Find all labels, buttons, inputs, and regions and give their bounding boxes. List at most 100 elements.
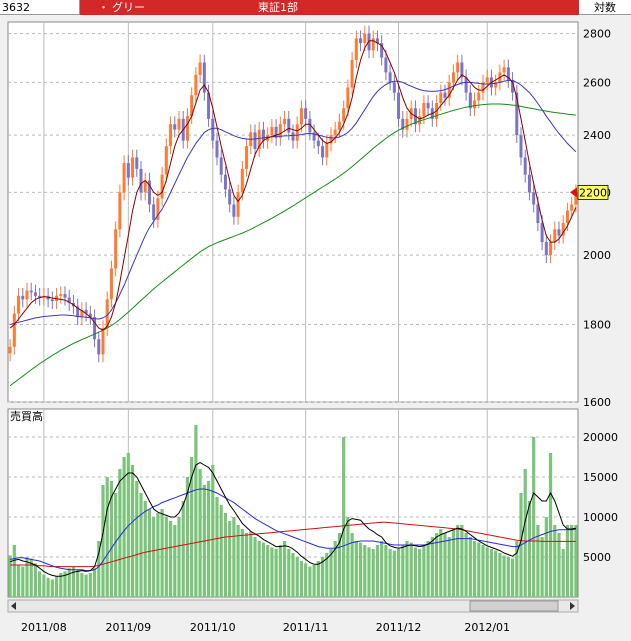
candle-body <box>515 92 519 136</box>
candle-body <box>21 295 25 300</box>
volume-bar <box>71 566 76 597</box>
current-price-arrow <box>570 187 577 198</box>
candle-body <box>97 339 101 355</box>
volume-bar <box>430 537 434 597</box>
candle-body <box>312 132 316 141</box>
volume-bar <box>130 465 135 597</box>
volume-bar <box>54 576 59 597</box>
candle-body <box>443 92 447 98</box>
log-scale-toggle[interactable]: 対数 <box>579 0 631 15</box>
volume-bar <box>190 457 194 597</box>
volume-bar <box>156 513 160 597</box>
candle-body <box>63 294 67 298</box>
volume-bar <box>358 542 363 597</box>
candles <box>8 25 578 363</box>
volume-bar <box>451 529 456 597</box>
candle-body <box>397 92 401 119</box>
candle-body <box>477 92 481 101</box>
volume-bar <box>329 549 333 597</box>
candle-body <box>422 103 426 117</box>
volume-bar <box>266 545 270 597</box>
scroll-right-arrow-icon[interactable] <box>570 602 575 610</box>
volume-bar <box>464 533 468 597</box>
candle-body <box>194 74 198 96</box>
candle-body <box>93 317 97 340</box>
candle-body <box>511 79 515 93</box>
candle-body <box>257 129 261 149</box>
top-bar: 3632 ・ グリー 東証1部 対数 <box>0 0 631 16</box>
candle-body <box>8 346 12 354</box>
candle-body <box>177 118 181 130</box>
volume-bar <box>122 457 126 597</box>
candle-body <box>549 242 553 256</box>
volume-bar <box>143 501 147 597</box>
candle-body <box>384 57 388 73</box>
candle-body <box>215 140 219 158</box>
volume-bar <box>198 469 202 597</box>
volume-bar <box>160 509 164 597</box>
candle-body <box>367 33 371 51</box>
candle-body <box>278 124 282 138</box>
candle-body <box>333 129 337 136</box>
candle-body <box>29 290 33 293</box>
candle-body <box>105 299 109 329</box>
company-name: グリー <box>112 1 145 14</box>
scroll-left-arrow-icon[interactable] <box>11 602 16 610</box>
candle-body <box>325 143 329 158</box>
candle-body <box>565 210 569 224</box>
candle-body <box>198 62 202 75</box>
volume-bar <box>164 517 168 597</box>
volume-bar <box>565 525 570 597</box>
volume-bar <box>46 577 50 597</box>
volume-bar <box>50 579 54 597</box>
volume-bar <box>278 545 282 597</box>
volume-bar <box>553 525 557 597</box>
volume-bar <box>291 553 295 597</box>
volume-bar <box>295 557 299 597</box>
candle-body <box>25 290 29 300</box>
candle-body <box>291 132 295 141</box>
candle-body <box>283 118 287 125</box>
candle-body <box>464 77 468 93</box>
volume-ma-short-line <box>9 462 576 577</box>
candle-body <box>287 118 291 133</box>
volume-bar <box>29 558 33 597</box>
candle-body <box>164 146 168 175</box>
scrollbar-track[interactable] <box>7 599 579 613</box>
volume-bar <box>88 573 92 597</box>
volume-bar <box>211 465 215 597</box>
candle-body <box>135 157 139 169</box>
candle-body <box>375 38 379 44</box>
candle-body <box>156 198 160 220</box>
volume-bar <box>460 525 464 597</box>
volume-bar <box>316 561 320 597</box>
price-y-tick-label: 1800 <box>583 318 611 331</box>
candle-body <box>38 295 42 298</box>
candle-body <box>557 229 561 236</box>
candle-body <box>84 310 88 314</box>
volume-bar <box>320 557 325 597</box>
current-price-tag <box>577 184 609 200</box>
volume-bar <box>342 437 346 597</box>
volume-bar <box>126 453 130 597</box>
volume-bar <box>261 542 266 597</box>
volume-bar <box>168 521 173 597</box>
candle-body <box>139 168 143 193</box>
volume-bar <box>570 525 574 597</box>
volume-bar <box>59 573 63 597</box>
volume-ma-mid-line <box>10 488 576 572</box>
ticker-code[interactable]: 3632 <box>0 0 80 15</box>
volume-bar <box>523 469 527 597</box>
volume-bar <box>16 565 21 597</box>
candle-body <box>439 92 443 104</box>
volume-bar <box>422 545 426 597</box>
candle-body <box>536 204 540 224</box>
volume-bar <box>139 493 143 597</box>
candle-body <box>519 135 523 158</box>
volume-bar <box>392 550 396 597</box>
volume-y-tick-label: 5000 <box>583 551 611 564</box>
candle-body <box>211 118 215 141</box>
scrollbar-thumb[interactable] <box>469 600 559 612</box>
candle-body <box>392 82 396 93</box>
volume-bar <box>346 517 350 597</box>
